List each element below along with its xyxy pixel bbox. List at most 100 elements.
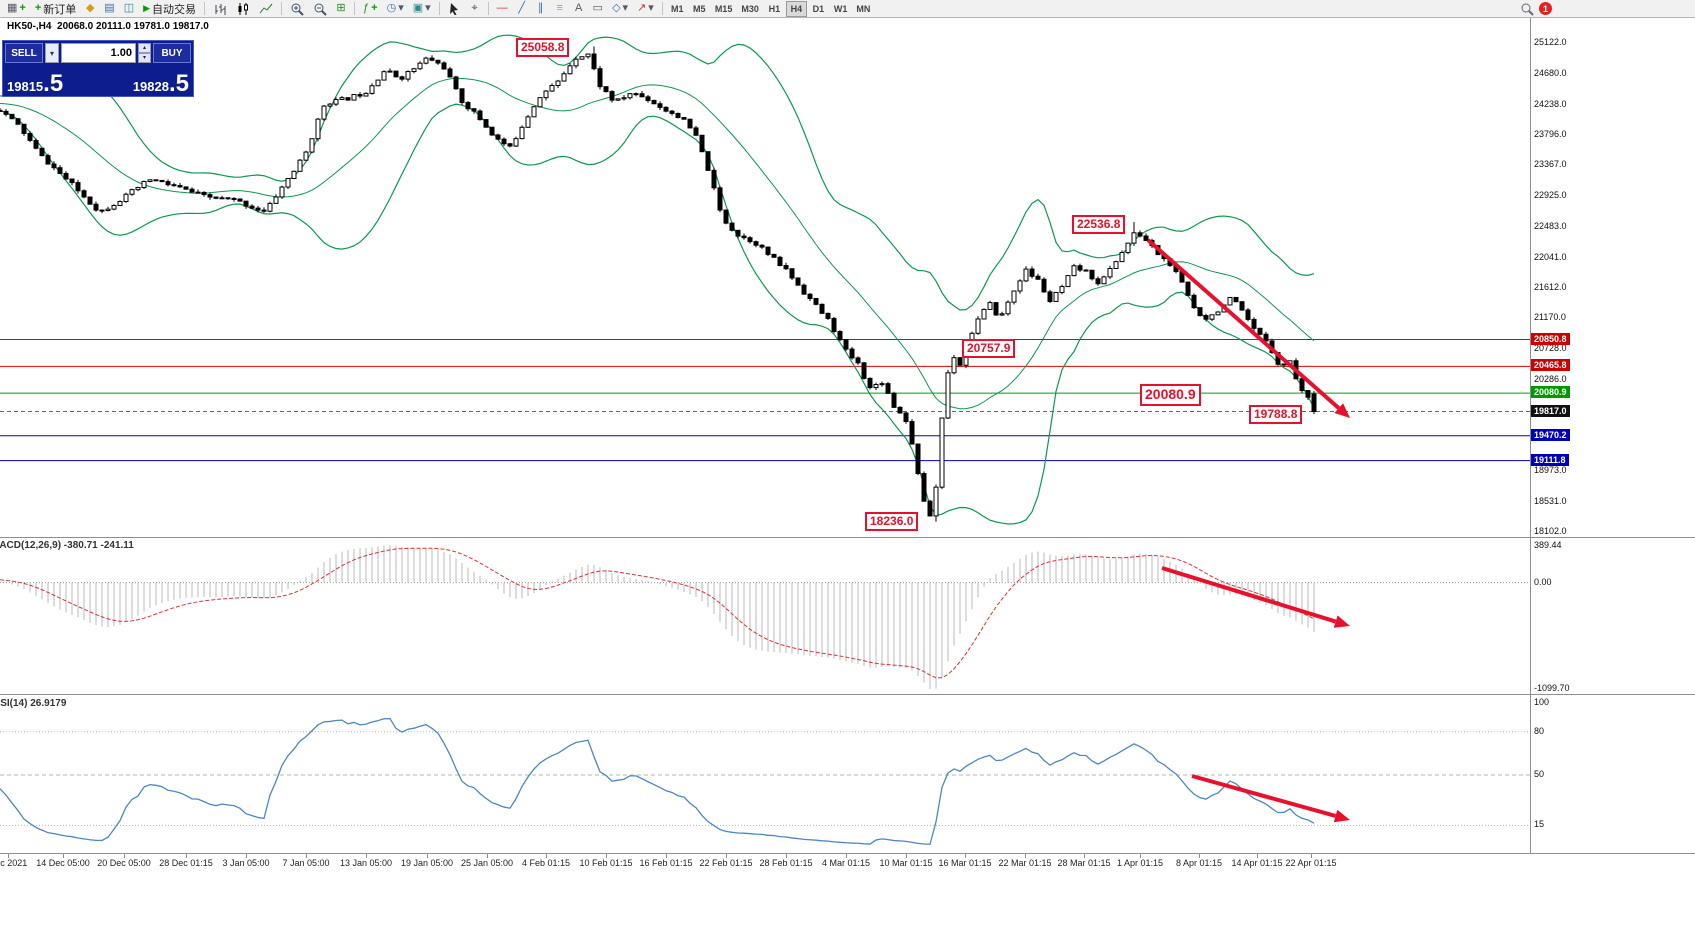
time-axis-tick	[427, 854, 428, 858]
sell-button[interactable]: SELL	[5, 43, 43, 63]
price-level-marker: 20465.8	[1531, 359, 1570, 372]
volume-up-button[interactable]: ▴	[138, 43, 151, 53]
indicators-button[interactable]: ƒ +	[359, 1, 382, 17]
time-axis-label: 10 Feb 01:15	[579, 858, 633, 868]
sell-price[interactable]: 19815.5	[5, 72, 65, 96]
time-axis-label: 20 Dec 05:00	[97, 858, 151, 868]
time-axis-tick	[246, 854, 247, 858]
zoom-out-button[interactable]	[309, 1, 331, 17]
candlestick-icon	[238, 2, 249, 15]
horizontal-line-button[interactable]: —	[493, 1, 512, 17]
chevron-down-icon: ▾	[622, 2, 629, 14]
arrows-dropdown-button[interactable]: ↗ ▾	[633, 1, 658, 17]
volume-input[interactable]	[61, 43, 136, 63]
timeframe-d1[interactable]: D1	[812, 3, 825, 14]
trendline-button[interactable]: ╱	[513, 1, 531, 17]
time-axis-tick	[366, 854, 367, 858]
toolbar-separator	[281, 2, 283, 15]
main-chart[interactable]: HK50-,H4 20068.0 20111.0 19781.0 19817.0…	[0, 18, 1695, 537]
data-window-button[interactable]: ◫	[120, 1, 138, 17]
time-axis-label: 19 Jan 05:00	[400, 858, 454, 868]
price-axis-tick: 23796.0	[1534, 129, 1567, 140]
rsi-indicator-label: RSI(14) 26.9179	[0, 698, 67, 709]
market-watch-icon: ▤	[104, 2, 115, 14]
cursor-button[interactable]	[444, 1, 465, 17]
time-axis-tick	[786, 854, 787, 858]
volume-dropdown-button[interactable]: ▾	[45, 43, 59, 63]
shapes-dropdown-button[interactable]: ◇ ▾	[608, 1, 632, 17]
time-axis-label: 28 Mar 01:15	[1057, 858, 1111, 868]
timeframe-mn[interactable]: MN	[856, 3, 871, 14]
one-click-trading-panel: SELL ▾ ▴ ▾ BUY 19815.5 19828.5	[2, 40, 194, 97]
channel-button[interactable]: ∥	[532, 1, 550, 17]
new-chart-button[interactable]: ▦ +	[3, 1, 30, 17]
timeframe-h1[interactable]: H1	[768, 3, 781, 14]
chart-ohlc-title: HK50-,H4 20068.0 20111.0 19781.0 19817.0	[7, 21, 209, 32]
time-axis-tick	[846, 854, 847, 858]
time-axis-label: 13 Jan 05:00	[339, 858, 393, 868]
time-axis-label: 10 Mar 01:15	[879, 858, 933, 868]
timeframe-w1[interactable]: W1	[833, 3, 848, 14]
buy-button[interactable]: BUY	[153, 43, 191, 63]
time-axis-label: 14 Apr 01:15	[1231, 858, 1283, 868]
toolbar-separator	[661, 2, 663, 15]
zoom-out-icon	[314, 3, 327, 16]
time-axis-tick	[1140, 854, 1141, 858]
rsi-axis-label: 80	[1534, 725, 1545, 736]
price-level-marker: 20080.9	[1531, 386, 1570, 399]
time-axis-tick	[906, 854, 907, 858]
search-icon	[1521, 3, 1534, 16]
price-axis-tick: 22041.0	[1534, 251, 1567, 262]
time-axis-tick	[1199, 854, 1200, 858]
time-axis-label: Dec 2021	[0, 858, 28, 868]
time-axis-tick	[1311, 854, 1312, 858]
crosshair-button[interactable]: ⌖	[466, 1, 484, 17]
volume-down-button[interactable]: ▾	[138, 53, 151, 63]
candlestick-button[interactable]	[232, 1, 254, 17]
auto-trading-label: 自动交易	[152, 3, 197, 16]
time-axis-tick	[1025, 854, 1026, 858]
template-icon: ▣	[412, 2, 424, 14]
timeframe-h4[interactable]: H4	[785, 0, 807, 17]
timeframe-m1[interactable]: M1	[671, 3, 684, 14]
label-tool-button[interactable]: ▭	[589, 1, 607, 17]
price-level-marker: 19470.2	[1531, 428, 1570, 441]
timeframe-m30[interactable]: M30	[741, 3, 759, 14]
periods-button[interactable]: ◷ ▾	[383, 1, 408, 17]
time-axis-label: 25 Jan 05:00	[460, 858, 514, 868]
panel-divider[interactable]	[0, 537, 1695, 538]
fibonacci-button[interactable]: ≡	[551, 1, 569, 17]
rsi-panel[interactable]	[0, 695, 1695, 853]
time-axis-label: 3 Jan 05:00	[222, 858, 270, 868]
price-axis-tick: 22925.0	[1534, 190, 1567, 201]
templates-button[interactable]: ▣ ▾	[409, 1, 435, 17]
line-chart-button[interactable]	[255, 1, 277, 17]
new-order-button[interactable]: + 新订单	[31, 1, 80, 17]
price-level-marker: 20850.8	[1531, 332, 1570, 345]
toolbar-separator	[204, 2, 206, 15]
timeframe-m5[interactable]: M5	[693, 3, 706, 14]
panel-divider[interactable]	[0, 694, 1695, 695]
panel-divider	[0, 853, 1695, 854]
time-axis-tick	[63, 854, 64, 858]
market-watch-button[interactable]: ▤	[100, 1, 118, 17]
macd-panel[interactable]	[0, 538, 1695, 694]
timeframe-m15[interactable]: M15	[714, 3, 733, 14]
line-chart-icon	[259, 3, 273, 13]
price-level-marker: 19111.8	[1531, 453, 1569, 466]
macd-axis-label: -1099.70	[1534, 683, 1570, 693]
buy-price[interactable]: 19828.5	[131, 72, 191, 96]
auto-trading-button[interactable]: ▶ 自动交易	[139, 1, 200, 17]
navigator-button[interactable]: ◆	[81, 1, 99, 17]
tile-windows-button[interactable]: ⊞	[332, 1, 350, 17]
zoom-in-button[interactable]	[286, 1, 308, 17]
macd-axis-label: 389.44	[1534, 540, 1562, 550]
notification-badge[interactable]: 1	[1539, 2, 1552, 15]
toolbar-separator	[487, 2, 489, 15]
bar-chart-button[interactable]	[209, 1, 231, 17]
toolbar: ▦ + + 新订单 ◆ ▤ ◫ ▶ 自动交易 ⊞ ƒ + ◷ ▾ ▣ ▾ ⌖ — ╱ ∥ ≡…	[0, 0, 1695, 18]
time-axis-label: 4 Feb 01:15	[521, 858, 571, 868]
search-button[interactable]	[1516, 1, 1538, 17]
text-tool-button[interactable]: A	[570, 1, 588, 17]
time-axis-label: 14 Dec 05:00	[36, 858, 90, 868]
